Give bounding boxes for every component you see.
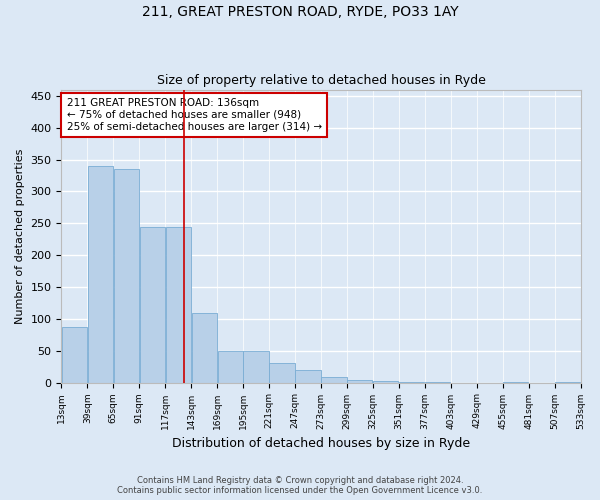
Text: 211 GREAT PRESTON ROAD: 136sqm
← 75% of detached houses are smaller (948)
25% of: 211 GREAT PRESTON ROAD: 136sqm ← 75% of … — [67, 98, 322, 132]
Bar — [322, 377, 347, 382]
Bar — [269, 364, 295, 382]
Bar — [62, 326, 87, 382]
Text: Contains HM Land Registry data © Crown copyright and database right 2024.
Contai: Contains HM Land Registry data © Crown c… — [118, 476, 482, 495]
Title: Size of property relative to detached houses in Ryde: Size of property relative to detached ho… — [157, 74, 485, 87]
Bar — [191, 313, 217, 382]
Y-axis label: Number of detached properties: Number of detached properties — [15, 148, 25, 324]
Bar — [140, 226, 165, 382]
Bar — [88, 166, 113, 382]
Bar — [295, 370, 320, 382]
Bar — [244, 350, 269, 382]
Bar — [166, 226, 191, 382]
X-axis label: Distribution of detached houses by size in Ryde: Distribution of detached houses by size … — [172, 437, 470, 450]
Bar — [218, 350, 242, 382]
Text: 211, GREAT PRESTON ROAD, RYDE, PO33 1AY: 211, GREAT PRESTON ROAD, RYDE, PO33 1AY — [142, 5, 458, 19]
Bar — [114, 169, 139, 382]
Bar — [347, 380, 373, 382]
